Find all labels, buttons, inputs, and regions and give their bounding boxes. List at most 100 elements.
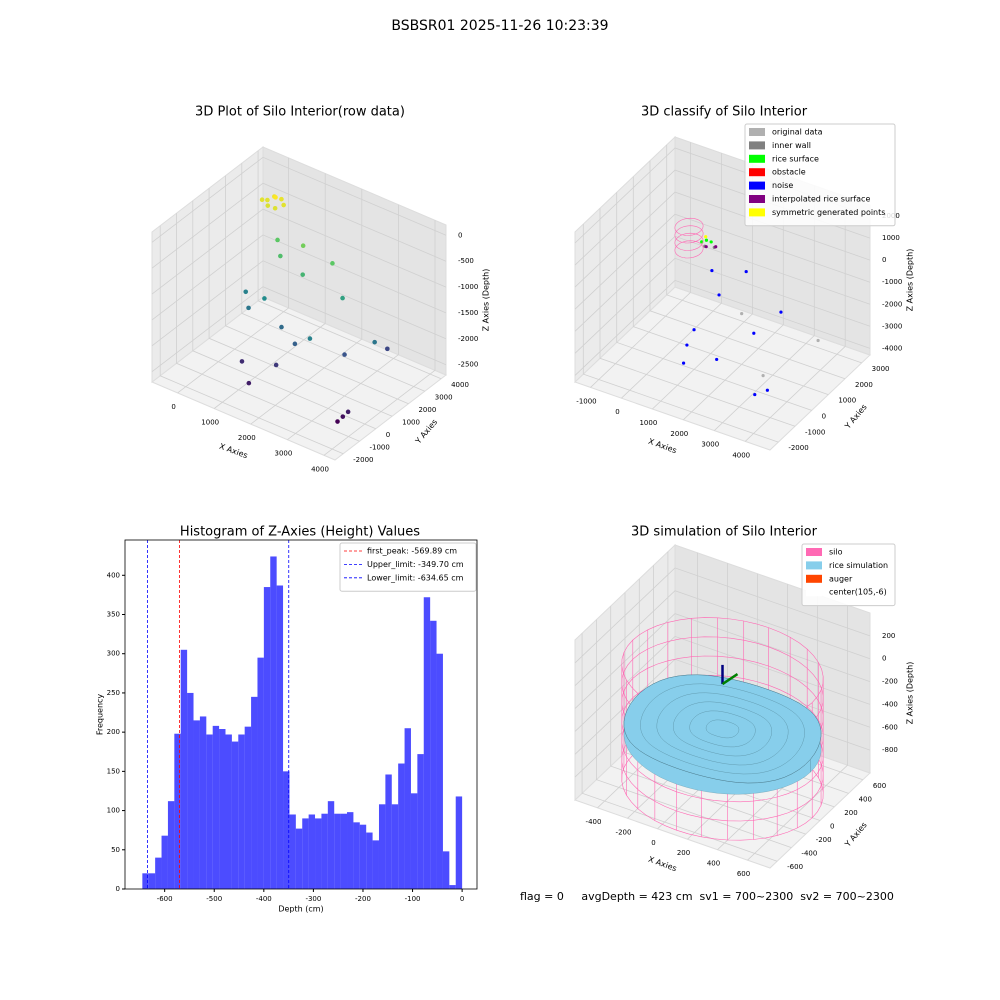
point <box>709 240 713 244</box>
point <box>278 253 283 259</box>
chart-title: 3D classify of Silo Interior <box>641 105 808 120</box>
bar <box>308 814 316 889</box>
point <box>692 328 696 332</box>
legend-swatch <box>749 141 765 150</box>
x-tick-label: -200 <box>616 828 632 836</box>
bar <box>295 828 303 889</box>
bar <box>340 813 348 889</box>
bar <box>244 726 252 889</box>
point <box>265 197 270 203</box>
y-grid-line <box>582 224 779 443</box>
bar <box>410 793 418 889</box>
y-tick-label: 400 <box>859 795 872 803</box>
legend-label: original data <box>772 128 823 137</box>
z-tick-label: 0 <box>458 231 462 239</box>
point <box>700 240 704 244</box>
point <box>740 312 744 316</box>
z-grid-line <box>574 213 871 310</box>
x-grid-line <box>177 157 290 394</box>
bar <box>404 728 411 889</box>
z-tick-label: 1000 <box>882 234 900 242</box>
legend-label: auger <box>829 574 853 583</box>
y-tick-label: 3000 <box>872 365 890 373</box>
y-grid-line <box>666 144 862 364</box>
point <box>281 202 286 208</box>
y-tick-label: 0 <box>386 431 390 439</box>
point <box>335 419 340 424</box>
chart-title: 3D simulation of Silo Interior <box>631 525 818 540</box>
x-grid-line <box>714 185 815 431</box>
legend-swatch <box>749 128 765 136</box>
point <box>765 388 769 392</box>
point <box>704 238 709 242</box>
z-tick-label: -600 <box>882 723 898 731</box>
point <box>275 237 280 243</box>
bar <box>174 733 181 889</box>
point <box>243 289 249 295</box>
x-grid-line <box>590 142 691 388</box>
back-pane <box>262 146 447 376</box>
bar <box>372 840 379 889</box>
bar <box>225 734 232 889</box>
point <box>685 343 689 347</box>
y-tick-label: 0 <box>830 823 834 831</box>
legend-label: interpolated rice surface <box>772 195 870 204</box>
point <box>246 380 252 386</box>
point <box>714 245 718 249</box>
y-tick-label: -2000 <box>353 456 373 464</box>
rice-mesh <box>673 701 772 757</box>
bar <box>193 720 200 889</box>
z-axis-label: Z Axies (Depth) <box>906 662 915 725</box>
bar <box>257 657 264 889</box>
z-axis-label: Z Axies (Depth) <box>482 269 491 332</box>
z-tick-label: -2000 <box>458 335 478 343</box>
z-grid-line <box>574 567 871 664</box>
bar <box>347 812 354 889</box>
y-tick-label: 0 <box>116 885 120 893</box>
bar <box>436 653 443 889</box>
x-tick-label: -400 <box>256 895 272 903</box>
z-grid-line <box>574 635 871 732</box>
y-tick-label: 150 <box>107 767 120 775</box>
point <box>272 205 278 211</box>
bar <box>385 774 392 889</box>
bar <box>442 851 450 889</box>
x-tick-label: 0 <box>171 403 175 411</box>
legend-swatch <box>749 208 765 217</box>
bar <box>398 763 405 889</box>
bar <box>449 885 456 889</box>
z-tick-label: -2500 <box>458 361 478 369</box>
x-tick-label: 4000 <box>311 465 329 473</box>
point <box>239 359 245 364</box>
point <box>259 197 265 203</box>
bar <box>142 873 149 889</box>
bar <box>167 801 175 889</box>
bar <box>180 649 188 889</box>
bar <box>391 804 399 889</box>
point <box>279 196 284 202</box>
bar <box>423 597 431 889</box>
rice-mesh <box>640 683 805 775</box>
point <box>753 392 757 397</box>
point <box>273 362 279 368</box>
z-grid-line <box>574 279 871 376</box>
y-tick-label: 400 <box>107 571 120 579</box>
point <box>704 235 708 239</box>
z-tick-label: -200 <box>882 678 898 686</box>
point <box>273 195 278 200</box>
z-tick-label: 0 <box>882 655 886 663</box>
y-tick-label: 1000 <box>402 418 420 426</box>
point <box>300 272 306 277</box>
point <box>330 261 335 266</box>
legend-swatch <box>749 168 765 177</box>
x-tick-label: 1000 <box>639 419 657 427</box>
y-grid-line <box>225 175 409 405</box>
y-grid-line <box>192 200 376 430</box>
point <box>816 338 820 343</box>
bar <box>334 813 341 889</box>
point <box>385 346 390 352</box>
x-tick-label: -500 <box>206 895 222 903</box>
rice-surface <box>623 674 822 784</box>
legend-swatch <box>806 588 822 597</box>
y-grid-line <box>616 192 812 411</box>
